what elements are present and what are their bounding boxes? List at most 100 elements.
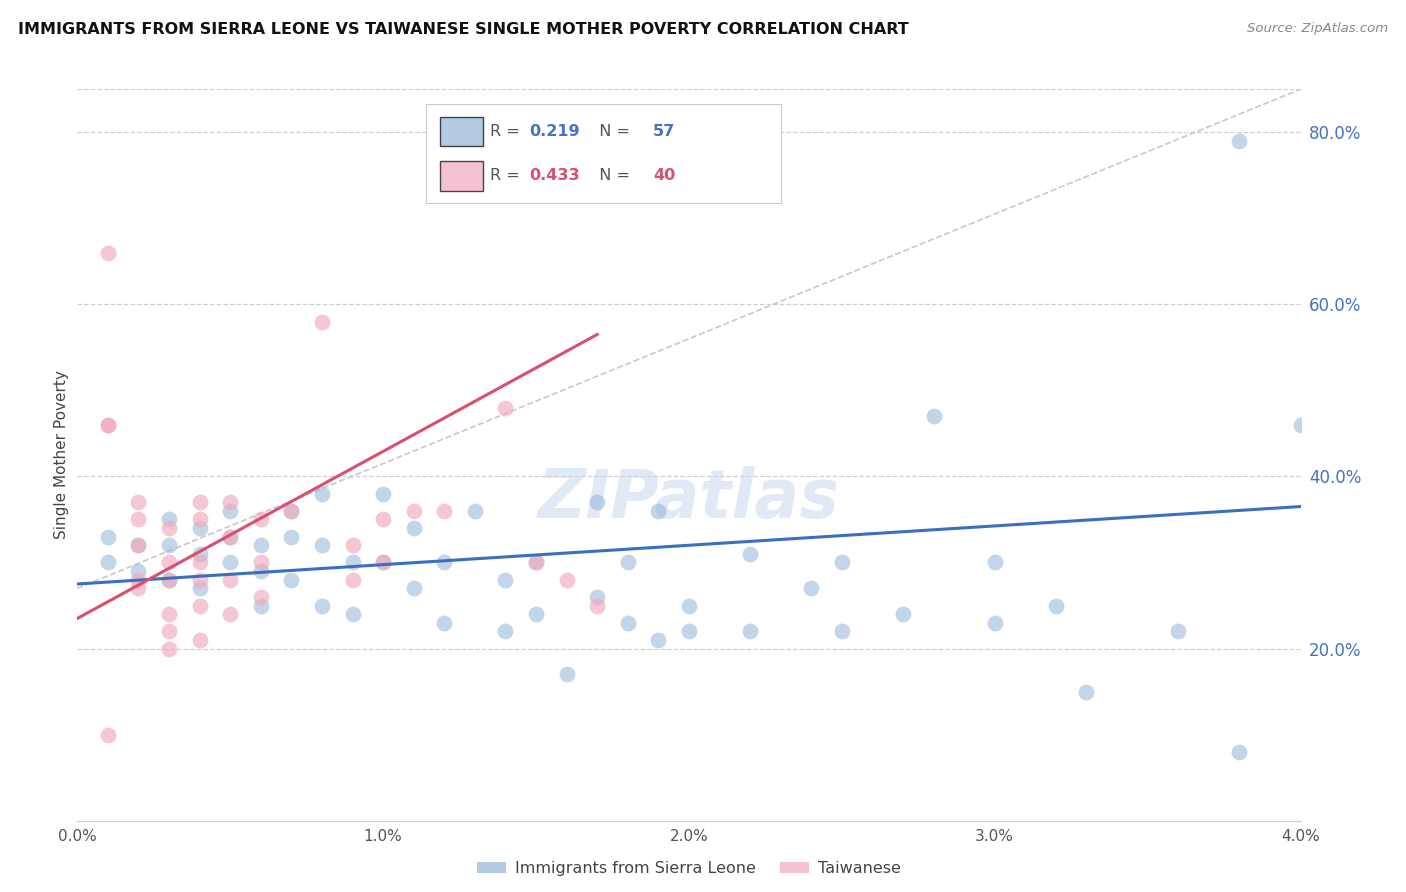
Taiwanese: [342, 573, 364, 587]
Taiwanese: [524, 556, 547, 570]
Immigrants from Sierra Leone: [342, 556, 364, 570]
Taiwanese: [250, 512, 273, 526]
Taiwanese: [157, 641, 180, 656]
Taiwanese: [219, 495, 242, 509]
Immigrants from Sierra Leone: [188, 521, 211, 535]
Taiwanese: [128, 495, 150, 509]
Text: ZIPatlas: ZIPatlas: [538, 466, 839, 532]
Immigrants from Sierra Leone: [219, 504, 242, 518]
Immigrants from Sierra Leone: [617, 615, 640, 630]
Immigrants from Sierra Leone: [402, 521, 425, 535]
Immigrants from Sierra Leone: [342, 607, 364, 621]
Taiwanese: [402, 504, 425, 518]
Immigrants from Sierra Leone: [555, 667, 578, 681]
Taiwanese: [97, 417, 120, 432]
Immigrants from Sierra Leone: [922, 409, 945, 424]
Immigrants from Sierra Leone: [280, 573, 302, 587]
Immigrants from Sierra Leone: [311, 486, 333, 500]
Immigrants from Sierra Leone: [433, 615, 456, 630]
Taiwanese: [188, 632, 211, 647]
Taiwanese: [157, 556, 180, 570]
Immigrants from Sierra Leone: [188, 547, 211, 561]
Taiwanese: [157, 624, 180, 639]
Taiwanese: [188, 512, 211, 526]
Immigrants from Sierra Leone: [219, 530, 242, 544]
Immigrants from Sierra Leone: [157, 573, 180, 587]
Legend: Immigrants from Sierra Leone, Taiwanese: Immigrants from Sierra Leone, Taiwanese: [471, 855, 907, 882]
Immigrants from Sierra Leone: [586, 590, 609, 604]
Immigrants from Sierra Leone: [250, 564, 273, 578]
Immigrants from Sierra Leone: [984, 615, 1007, 630]
Immigrants from Sierra Leone: [280, 530, 302, 544]
Immigrants from Sierra Leone: [831, 624, 853, 639]
Taiwanese: [586, 599, 609, 613]
Immigrants from Sierra Leone: [402, 582, 425, 596]
Immigrants from Sierra Leone: [157, 538, 180, 552]
Immigrants from Sierra Leone: [1167, 624, 1189, 639]
Immigrants from Sierra Leone: [495, 624, 517, 639]
Immigrants from Sierra Leone: [647, 632, 669, 647]
Taiwanese: [188, 556, 211, 570]
Immigrants from Sierra Leone: [97, 556, 120, 570]
Taiwanese: [128, 538, 150, 552]
Text: IMMIGRANTS FROM SIERRA LEONE VS TAIWANESE SINGLE MOTHER POVERTY CORRELATION CHAR: IMMIGRANTS FROM SIERRA LEONE VS TAIWANES…: [18, 22, 910, 37]
Immigrants from Sierra Leone: [678, 624, 700, 639]
Taiwanese: [219, 573, 242, 587]
Immigrants from Sierra Leone: [891, 607, 914, 621]
Immigrants from Sierra Leone: [586, 495, 609, 509]
Taiwanese: [280, 504, 302, 518]
Taiwanese: [97, 728, 120, 742]
Immigrants from Sierra Leone: [740, 547, 762, 561]
Taiwanese: [128, 573, 150, 587]
Immigrants from Sierra Leone: [1229, 745, 1251, 759]
Immigrants from Sierra Leone: [740, 624, 762, 639]
Taiwanese: [342, 538, 364, 552]
Immigrants from Sierra Leone: [188, 582, 211, 596]
Taiwanese: [555, 573, 578, 587]
Immigrants from Sierra Leone: [1045, 599, 1067, 613]
Immigrants from Sierra Leone: [219, 556, 242, 570]
Immigrants from Sierra Leone: [617, 556, 640, 570]
Taiwanese: [250, 556, 273, 570]
Immigrants from Sierra Leone: [311, 538, 333, 552]
Taiwanese: [128, 512, 150, 526]
Taiwanese: [97, 245, 120, 260]
Immigrants from Sierra Leone: [524, 556, 547, 570]
Taiwanese: [219, 530, 242, 544]
Immigrants from Sierra Leone: [128, 538, 150, 552]
Taiwanese: [371, 556, 394, 570]
Taiwanese: [371, 512, 394, 526]
Taiwanese: [128, 582, 150, 596]
Immigrants from Sierra Leone: [97, 530, 120, 544]
Immigrants from Sierra Leone: [1289, 417, 1312, 432]
Y-axis label: Single Mother Poverty: Single Mother Poverty: [53, 370, 69, 540]
Taiwanese: [97, 417, 120, 432]
Taiwanese: [188, 495, 211, 509]
Immigrants from Sierra Leone: [1229, 134, 1251, 148]
Immigrants from Sierra Leone: [371, 486, 394, 500]
Immigrants from Sierra Leone: [250, 599, 273, 613]
Immigrants from Sierra Leone: [1076, 684, 1098, 698]
Text: Source: ZipAtlas.com: Source: ZipAtlas.com: [1247, 22, 1388, 36]
Immigrants from Sierra Leone: [800, 582, 823, 596]
Immigrants from Sierra Leone: [464, 504, 486, 518]
Immigrants from Sierra Leone: [371, 556, 394, 570]
Immigrants from Sierra Leone: [128, 564, 150, 578]
Immigrants from Sierra Leone: [311, 599, 333, 613]
Immigrants from Sierra Leone: [250, 538, 273, 552]
Taiwanese: [219, 607, 242, 621]
Taiwanese: [250, 590, 273, 604]
Taiwanese: [495, 401, 517, 415]
Immigrants from Sierra Leone: [678, 599, 700, 613]
Immigrants from Sierra Leone: [280, 504, 302, 518]
Immigrants from Sierra Leone: [495, 573, 517, 587]
Taiwanese: [188, 573, 211, 587]
Taiwanese: [433, 504, 456, 518]
Taiwanese: [311, 314, 333, 328]
Immigrants from Sierra Leone: [831, 556, 853, 570]
Taiwanese: [157, 573, 180, 587]
Immigrants from Sierra Leone: [157, 512, 180, 526]
Immigrants from Sierra Leone: [524, 607, 547, 621]
Immigrants from Sierra Leone: [984, 556, 1007, 570]
Immigrants from Sierra Leone: [647, 504, 669, 518]
